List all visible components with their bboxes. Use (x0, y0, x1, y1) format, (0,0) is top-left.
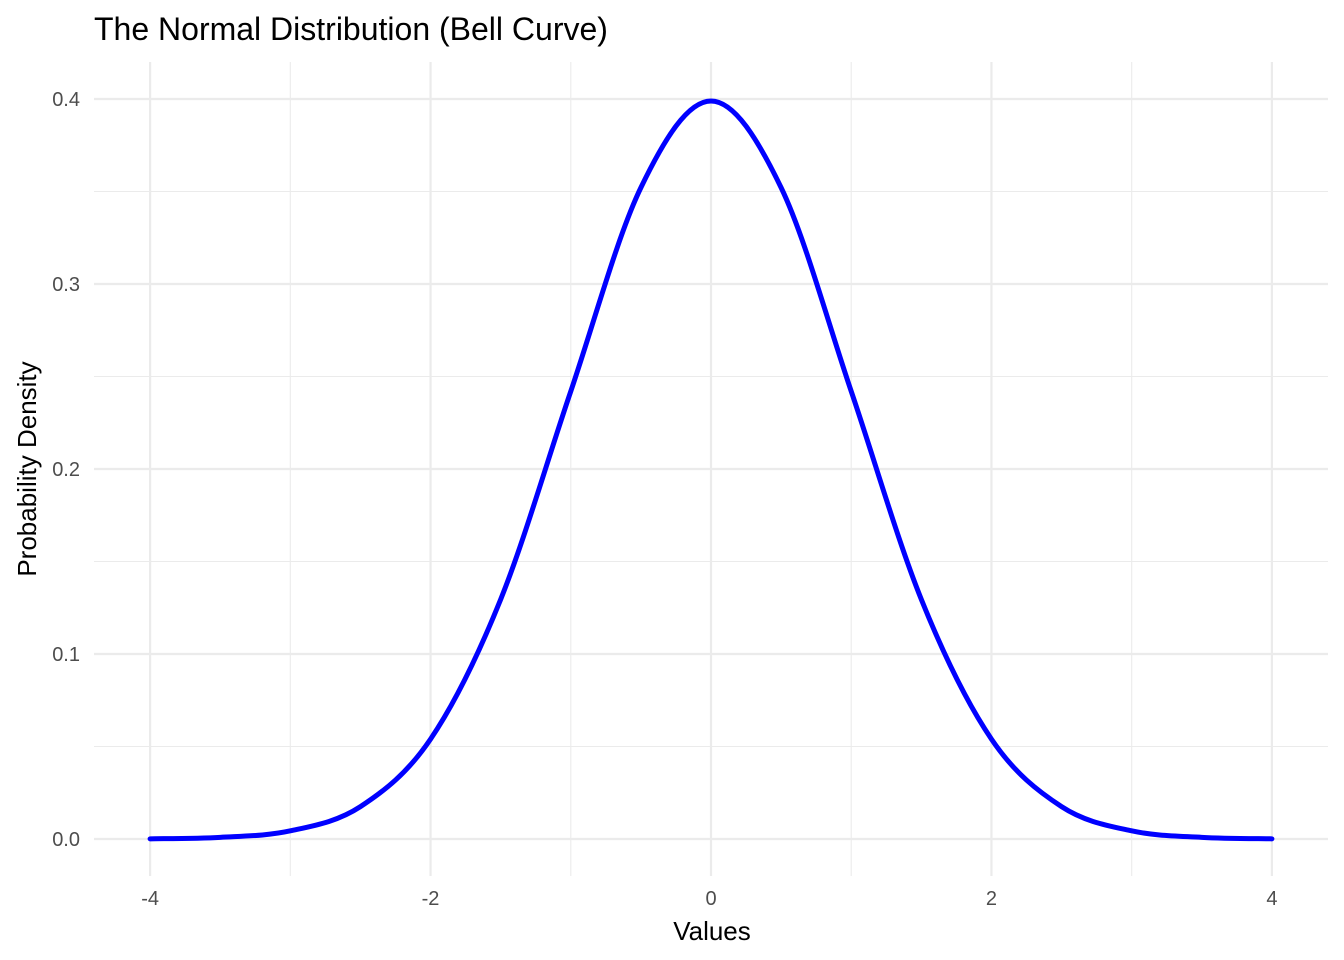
y-axis-title: Probability Density (12, 361, 42, 576)
y-tick-label: 0.0 (52, 829, 80, 851)
y-tick-label: 0.3 (52, 274, 80, 296)
x-tick-label: -2 (422, 888, 440, 910)
x-tick-label: 4 (1266, 888, 1277, 910)
x-axis-ticks: -4 -2 0 2 4 (141, 888, 1277, 910)
chart-title: The Normal Distribution (Bell Curve) (94, 11, 608, 47)
series-line (147, 98, 1275, 842)
x-axis-title: Values (673, 916, 751, 946)
x-tick-label: -4 (141, 888, 159, 910)
y-tick-label: 0.2 (52, 459, 80, 481)
series-group (147, 98, 1275, 842)
grid (94, 62, 1328, 876)
y-tick-label: 0.1 (52, 644, 80, 666)
y-axis-ticks: 0.0 0.1 0.2 0.3 0.4 (52, 89, 80, 851)
x-tick-label: 0 (705, 888, 716, 910)
x-tick-label: 2 (986, 888, 997, 910)
y-tick-label: 0.4 (52, 89, 80, 111)
